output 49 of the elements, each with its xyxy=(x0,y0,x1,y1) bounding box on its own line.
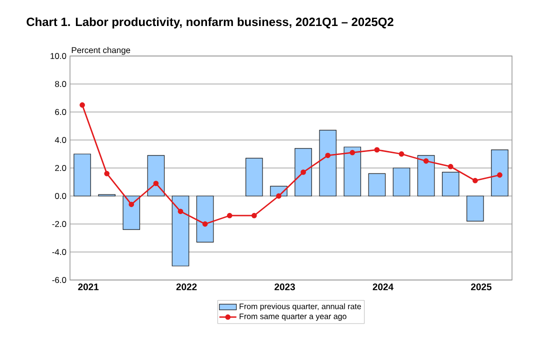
bar xyxy=(246,158,263,196)
bar xyxy=(74,154,91,196)
y-tick-label: 10.0 xyxy=(50,53,66,59)
point xyxy=(276,193,282,199)
point xyxy=(251,212,257,218)
x-tick-label: 2021 xyxy=(78,284,99,290)
bar xyxy=(122,196,140,230)
bar xyxy=(344,146,362,196)
y-tick-label: 0.0 xyxy=(55,193,66,199)
point xyxy=(202,221,208,227)
x-tick-label: 2022 xyxy=(176,284,197,290)
point xyxy=(226,212,232,218)
point xyxy=(325,152,331,158)
point xyxy=(350,150,356,156)
point xyxy=(300,170,306,175)
bar xyxy=(392,168,410,196)
point xyxy=(128,202,134,208)
point xyxy=(423,158,429,164)
y-tick-label: -6.0 xyxy=(52,277,66,283)
point xyxy=(398,151,404,157)
point xyxy=(374,147,380,152)
bar xyxy=(368,173,386,196)
bar xyxy=(491,150,508,196)
y-tick-label: 4.0 xyxy=(54,137,66,143)
point xyxy=(178,208,184,214)
point xyxy=(153,180,159,186)
point xyxy=(497,172,502,178)
bar xyxy=(442,172,460,196)
y-tick-label: -4.0 xyxy=(52,249,66,255)
x-tick-label: 2024 xyxy=(372,284,394,290)
y-tick-label: 2.0 xyxy=(55,165,66,171)
bar xyxy=(319,130,336,196)
y-tick-label: 6.0 xyxy=(55,109,66,115)
bar xyxy=(466,196,484,222)
bar xyxy=(294,148,312,196)
chart-title: Chart 1. Labor productivity, nonfarm business, 2021Q1 – 2025Q2 xyxy=(26,17,394,28)
bar xyxy=(417,155,435,196)
bar xyxy=(196,196,214,242)
y-axis-title: Percent change xyxy=(72,46,130,55)
y-tick-label: -2.0 xyxy=(52,221,66,227)
x-tick-label: 2023 xyxy=(274,284,295,290)
point xyxy=(472,178,478,184)
y-tick-label: 8.0 xyxy=(55,81,66,87)
bar xyxy=(172,196,190,266)
point xyxy=(104,170,110,176)
x-tick-label: 2025 xyxy=(471,284,492,290)
point xyxy=(448,164,454,170)
bar xyxy=(147,155,165,196)
point xyxy=(80,102,85,108)
